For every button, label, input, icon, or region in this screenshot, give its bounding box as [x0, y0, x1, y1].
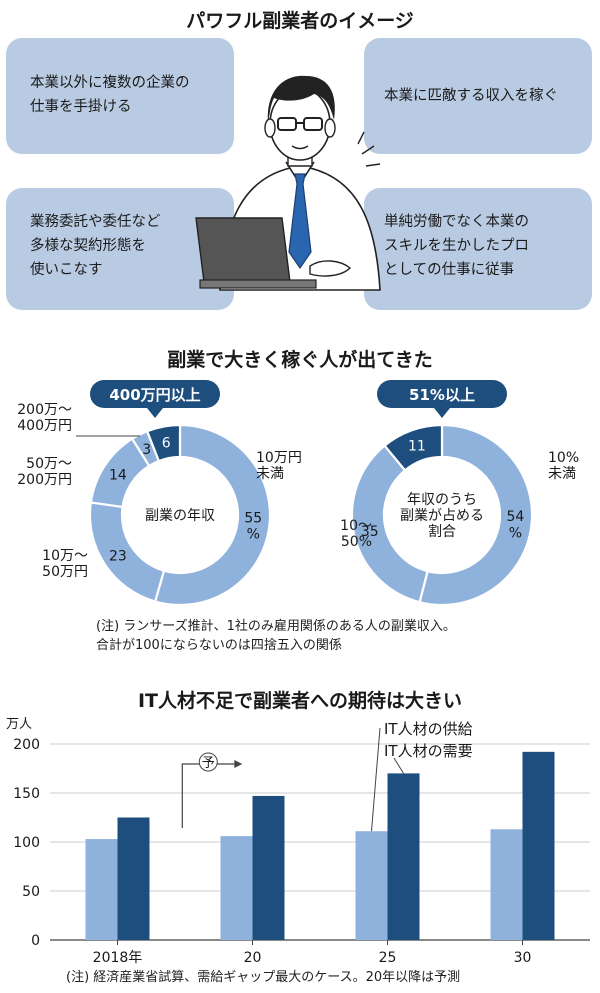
- slice-value-label: 11: [408, 438, 426, 454]
- card-text: 本業に匹敵する収入を稼ぐ: [384, 88, 558, 104]
- section3-note: (注) 経済産業省試算、需給ギャップ最大のケース。20年以降は予測: [66, 970, 461, 985]
- y-tick-label: 150: [13, 786, 40, 802]
- donut-center-label: 副業の年収: [145, 508, 215, 524]
- slice-category-label: 50万～ 200万円: [17, 456, 72, 488]
- bar: [252, 795, 285, 940]
- x-tick-label: 30: [514, 950, 532, 966]
- section2-title: 副業で大きく稼ぐ人が出てきた: [167, 349, 433, 371]
- slice-value-label: 35: [361, 524, 379, 540]
- section1-title: パワフル副業者のイメージ: [186, 10, 414, 32]
- card-multiple-companies: 本業以外に複数の企業の 仕事を手掛ける: [6, 38, 234, 154]
- bar: [387, 773, 420, 940]
- x-tick-label: 20: [244, 950, 262, 966]
- card-text: 本業以外に複数の企業の 仕事を手掛ける: [30, 75, 190, 115]
- slice-value-label: 23: [109, 548, 127, 564]
- donut-slice: [145, 423, 182, 463]
- callout-label: 400万円以上: [109, 386, 200, 404]
- donut-slice: [418, 423, 534, 607]
- bar: [355, 831, 388, 940]
- forecast-label: 予: [202, 756, 215, 771]
- callout-pill: [377, 380, 507, 408]
- legend-label: IT人材の需要: [384, 742, 473, 760]
- slice-category-label: 10%未満: [548, 450, 579, 482]
- donut-slice: [383, 423, 444, 472]
- forecast-marker-line: [181, 763, 235, 828]
- callout-pointer: [147, 408, 163, 418]
- card-text: 単純労働でなく本業の スキルを生かしたプロ としての仕事に従事: [384, 214, 529, 278]
- y-tick-label: 200: [13, 737, 40, 753]
- slice-category-label: 200万～ 400万円: [17, 402, 72, 434]
- card-income: 本業に匹敵する収入を稼ぐ: [364, 38, 592, 154]
- forecast-arrow-head: [234, 760, 243, 768]
- callout-pill: [90, 380, 220, 408]
- legend-leader: [371, 727, 381, 832]
- y-tick-label: 50: [22, 884, 40, 900]
- card-text: 業務委託や委任など 多様な契約形態を 使いこなす: [30, 214, 161, 278]
- legend-leader: [393, 757, 404, 774]
- businessman-illustration: [195, 75, 381, 291]
- section2-note: (注) ランサーズ推計、1社のみ雇用関係のある人の副業収入。 合計が100になら…: [96, 619, 456, 653]
- legend-label: IT人材の供給: [384, 720, 473, 738]
- slice-value-label: 6: [162, 435, 171, 451]
- bar: [117, 817, 150, 940]
- forecast-badge: [198, 752, 218, 772]
- slice-value-label: 3: [142, 442, 151, 458]
- callout-label: 51%以上: [409, 386, 475, 404]
- slice-value-label: 54%: [507, 509, 525, 541]
- section3-title: IT人材不足で副業者への期待は大きい: [137, 690, 463, 712]
- x-tick-label: 2018年: [93, 950, 143, 966]
- card-contracts: 業務委託や委任など 多様な契約形態を 使いこなす: [6, 188, 234, 310]
- slice-value-label: 55%: [244, 510, 262, 542]
- y-unit-label: 万人: [6, 717, 32, 732]
- donut-center-label: 年収のうち副業が占める割合: [400, 492, 484, 540]
- donut-income: 55 % 10万円未満 23 10万～ 50万円 14 50万～ 200万円 3 200万～ 400万…: [17, 380, 302, 607]
- slice-category-label: 10万～ 50万円: [42, 548, 88, 580]
- card-professional: 単純労働でなく本業の スキルを生かしたプロ としての仕事に従事: [364, 188, 592, 310]
- y-tick-label: 100: [13, 835, 40, 851]
- bar: [490, 829, 523, 940]
- slice-category-label: 10～ 50%: [340, 518, 372, 550]
- callout-pointer: [434, 408, 450, 418]
- slice-category-label: 10万円未満: [256, 450, 302, 482]
- bar: [220, 836, 253, 940]
- donut-slice: [153, 423, 272, 607]
- slice-value-label: 14: [109, 468, 127, 484]
- y-tick-label: 0: [31, 933, 40, 949]
- bar: [85, 839, 118, 940]
- x-tick-label: 25: [379, 950, 397, 966]
- donut-slice: [350, 444, 429, 604]
- bar: [522, 751, 555, 940]
- donut-charts: 55 % 10万円未満 23 10万～ 50万円 14 50万～ 200万円 3 200万～ 400万…: [17, 380, 579, 607]
